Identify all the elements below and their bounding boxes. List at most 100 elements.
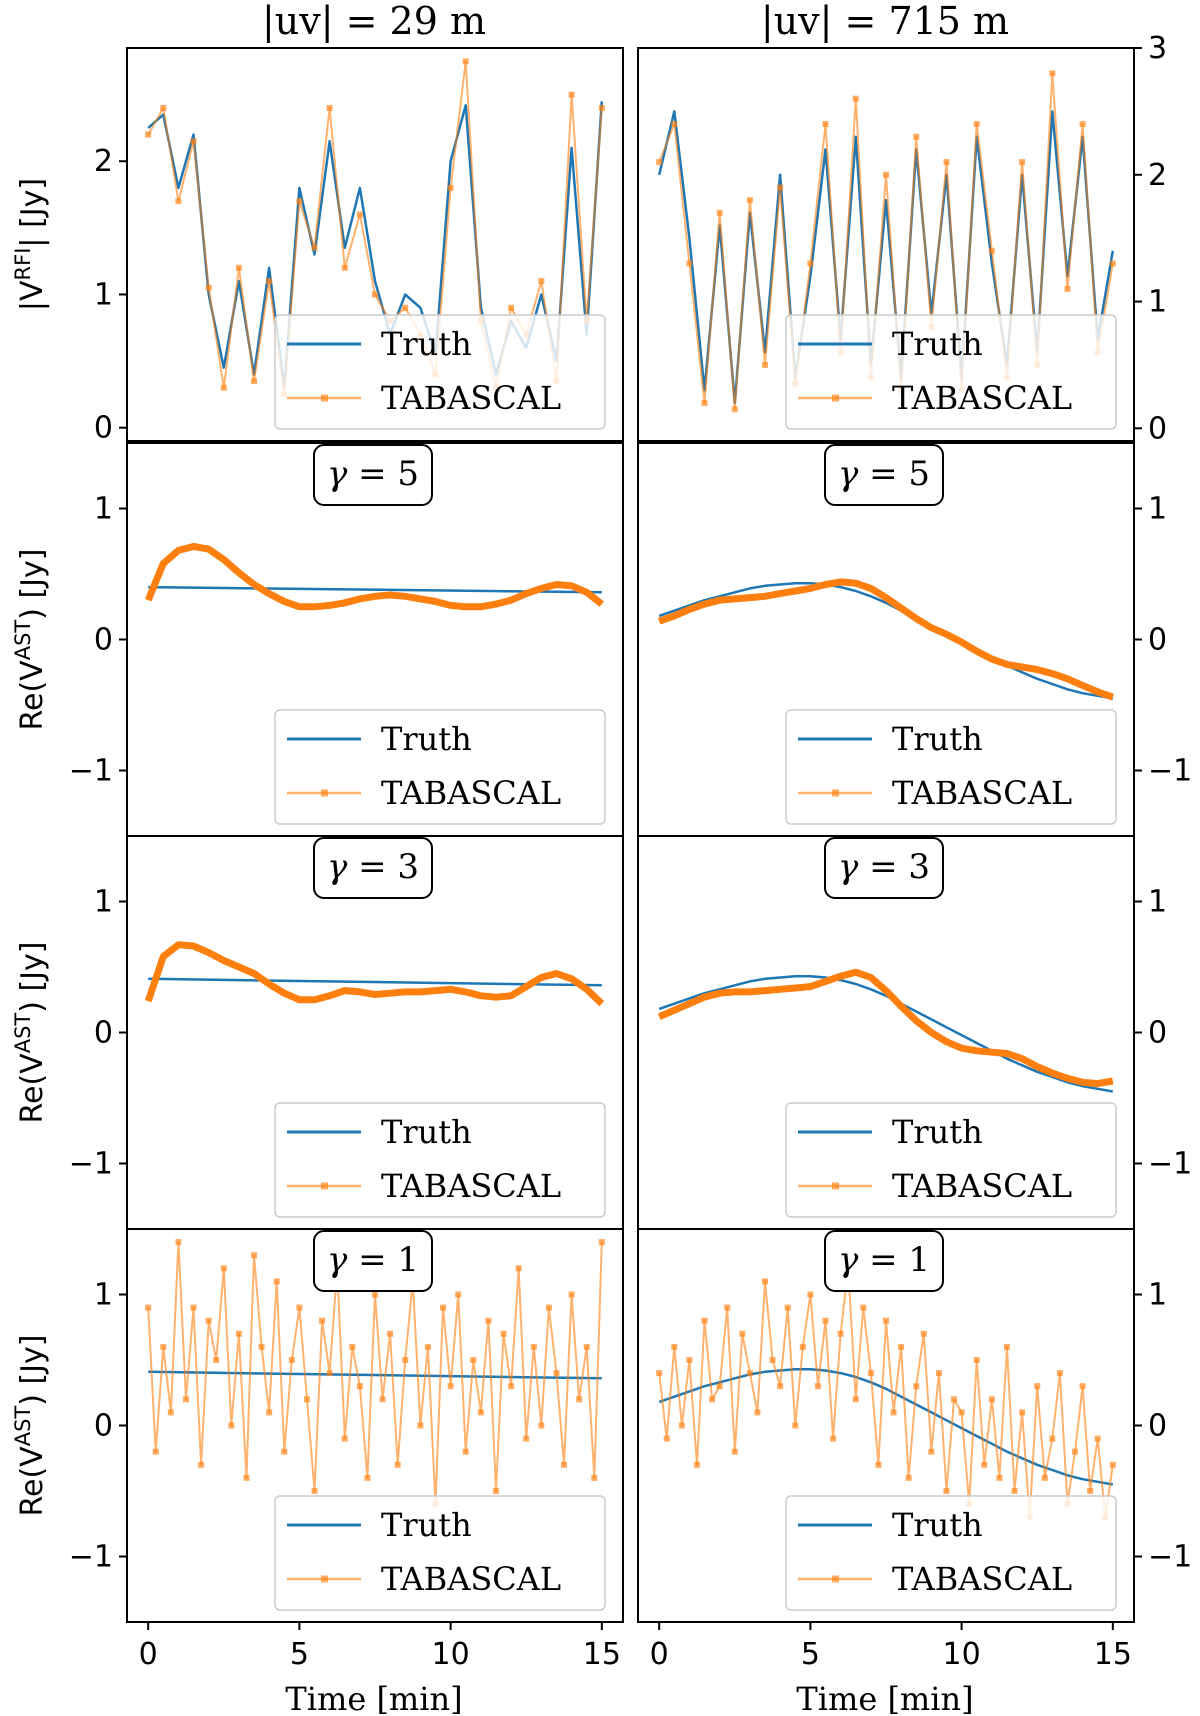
data-point	[656, 159, 663, 166]
y-tick-label: −1	[1148, 1147, 1192, 1182]
y-tick-label: 1	[1148, 492, 1167, 527]
data-point	[364, 1474, 371, 1481]
data-point	[175, 1239, 182, 1246]
data-point	[981, 1461, 988, 1468]
y-tick-label: 0	[1148, 623, 1167, 658]
data-point	[739, 1330, 746, 1337]
legend-label-0: Truth	[381, 325, 472, 363]
data-point	[424, 1343, 431, 1350]
x-tick-label: 0	[650, 1637, 669, 1672]
y-tick-label: 0	[94, 1016, 113, 1051]
data-point	[935, 1370, 942, 1377]
legend-label-1: TABASCAL	[892, 1167, 1072, 1205]
data-point	[686, 260, 693, 267]
x-tick-label: 5	[801, 1637, 820, 1672]
data-point	[716, 1383, 723, 1390]
panel-rfi_29: Truth TABASCAL 0 1 2	[94, 47, 624, 446]
data-point	[591, 1474, 598, 1481]
data-point	[943, 159, 950, 166]
panel-ast_29_g3: Truth TABASCAL γ = 3 −1 0 1	[69, 835, 624, 1230]
data-point	[205, 284, 212, 291]
data-point	[152, 1448, 159, 1455]
data-point	[1041, 1474, 1048, 1481]
data-point	[182, 1396, 189, 1403]
data-point	[470, 1357, 477, 1363]
plot-area-ast_715_g1	[656, 1265, 1116, 1521]
data-point	[477, 1409, 484, 1416]
data-point	[784, 1304, 791, 1311]
series-line-truth	[658, 1367, 1114, 1486]
axes-frame	[637, 47, 1135, 442]
x-tick-label: 5	[290, 1637, 309, 1672]
data-point	[1019, 159, 1026, 166]
data-point	[175, 198, 182, 205]
data-point	[530, 1343, 537, 1350]
data-point	[898, 1343, 905, 1350]
legend: Truth TABASCAL	[274, 1102, 606, 1218]
data-point	[716, 209, 723, 216]
data-point	[258, 1343, 265, 1350]
data-point	[928, 1448, 935, 1455]
data-point	[1003, 1343, 1010, 1350]
data-point	[837, 1330, 844, 1337]
data-point	[671, 121, 678, 128]
y-tick-label: 0	[1148, 1016, 1167, 1051]
y-tick-label: 0	[94, 411, 113, 446]
y-axis-label-row-1: Re(VAST) [Jy]	[11, 549, 50, 731]
legend-label-0: Truth	[381, 720, 472, 758]
data-point	[724, 1304, 731, 1311]
y-axis-label-row-3: Re(VAST) [Jy]	[11, 1335, 50, 1517]
data-point	[243, 1474, 250, 1481]
gamma-label: γ = 3	[313, 837, 433, 899]
data-point	[190, 1304, 197, 1311]
y-tick-label: 1	[1148, 1278, 1167, 1313]
column-title-left: |uv| = 29 m	[262, 0, 486, 43]
series-line-truth	[658, 974, 1114, 1093]
data-point	[205, 1317, 212, 1324]
data-point	[251, 1252, 258, 1259]
panels: Truth TABASCAL 0 1 2 Truth TABASCAL 0 1 2 3 Truth TA…	[69, 31, 1192, 1672]
data-point	[1072, 1448, 1079, 1455]
data-point	[1011, 1488, 1018, 1494]
y-tick-label: −1	[1148, 754, 1192, 789]
x-axis-labels: Time [min] Time [min]	[285, 1680, 973, 1716]
y-tick-label: 1	[1148, 885, 1167, 920]
y-tick-label: 0	[1148, 1409, 1167, 1444]
data-point	[288, 1357, 295, 1363]
y-tick-label: 2	[1148, 158, 1167, 193]
legend-label-0: Truth	[381, 1113, 472, 1151]
plot-area-ast_715_g5	[658, 578, 1114, 701]
data-point	[372, 291, 378, 298]
data-point	[394, 1461, 401, 1468]
legend-label-0: Truth	[892, 1113, 983, 1151]
legend-label-0: Truth	[892, 720, 983, 758]
data-point	[958, 1409, 965, 1416]
data-point	[890, 1409, 897, 1416]
data-point	[799, 1343, 806, 1350]
data-point	[830, 1435, 837, 1442]
data-point	[462, 58, 469, 65]
x-tick-label: 10	[943, 1637, 981, 1672]
y-tick-label: −1	[1148, 1540, 1192, 1575]
legend-label-1: TABASCAL	[892, 379, 1072, 417]
x-tick-label: 15	[583, 1637, 621, 1672]
legend-label-0: Truth	[892, 1506, 983, 1544]
data-point	[973, 121, 980, 128]
y-tick-label: 0	[1148, 411, 1167, 446]
y-tick-label: 0	[94, 623, 113, 658]
data-point	[678, 1422, 685, 1429]
data-point	[973, 1357, 980, 1363]
gamma-label-text: γ = 3	[327, 847, 419, 887]
legend-marker	[832, 789, 839, 797]
data-point	[777, 1383, 784, 1390]
data-point	[576, 1396, 583, 1403]
data-point	[266, 1409, 273, 1416]
data-point	[709, 1396, 716, 1403]
data-point	[508, 1383, 515, 1390]
column-titles: |uv| = 29 m |uv| = 715 m	[262, 0, 1009, 43]
data-point	[1087, 1488, 1094, 1494]
data-point	[417, 1422, 424, 1429]
legend: Truth TABASCAL	[274, 709, 606, 825]
series-line-tabascal	[658, 578, 1114, 701]
